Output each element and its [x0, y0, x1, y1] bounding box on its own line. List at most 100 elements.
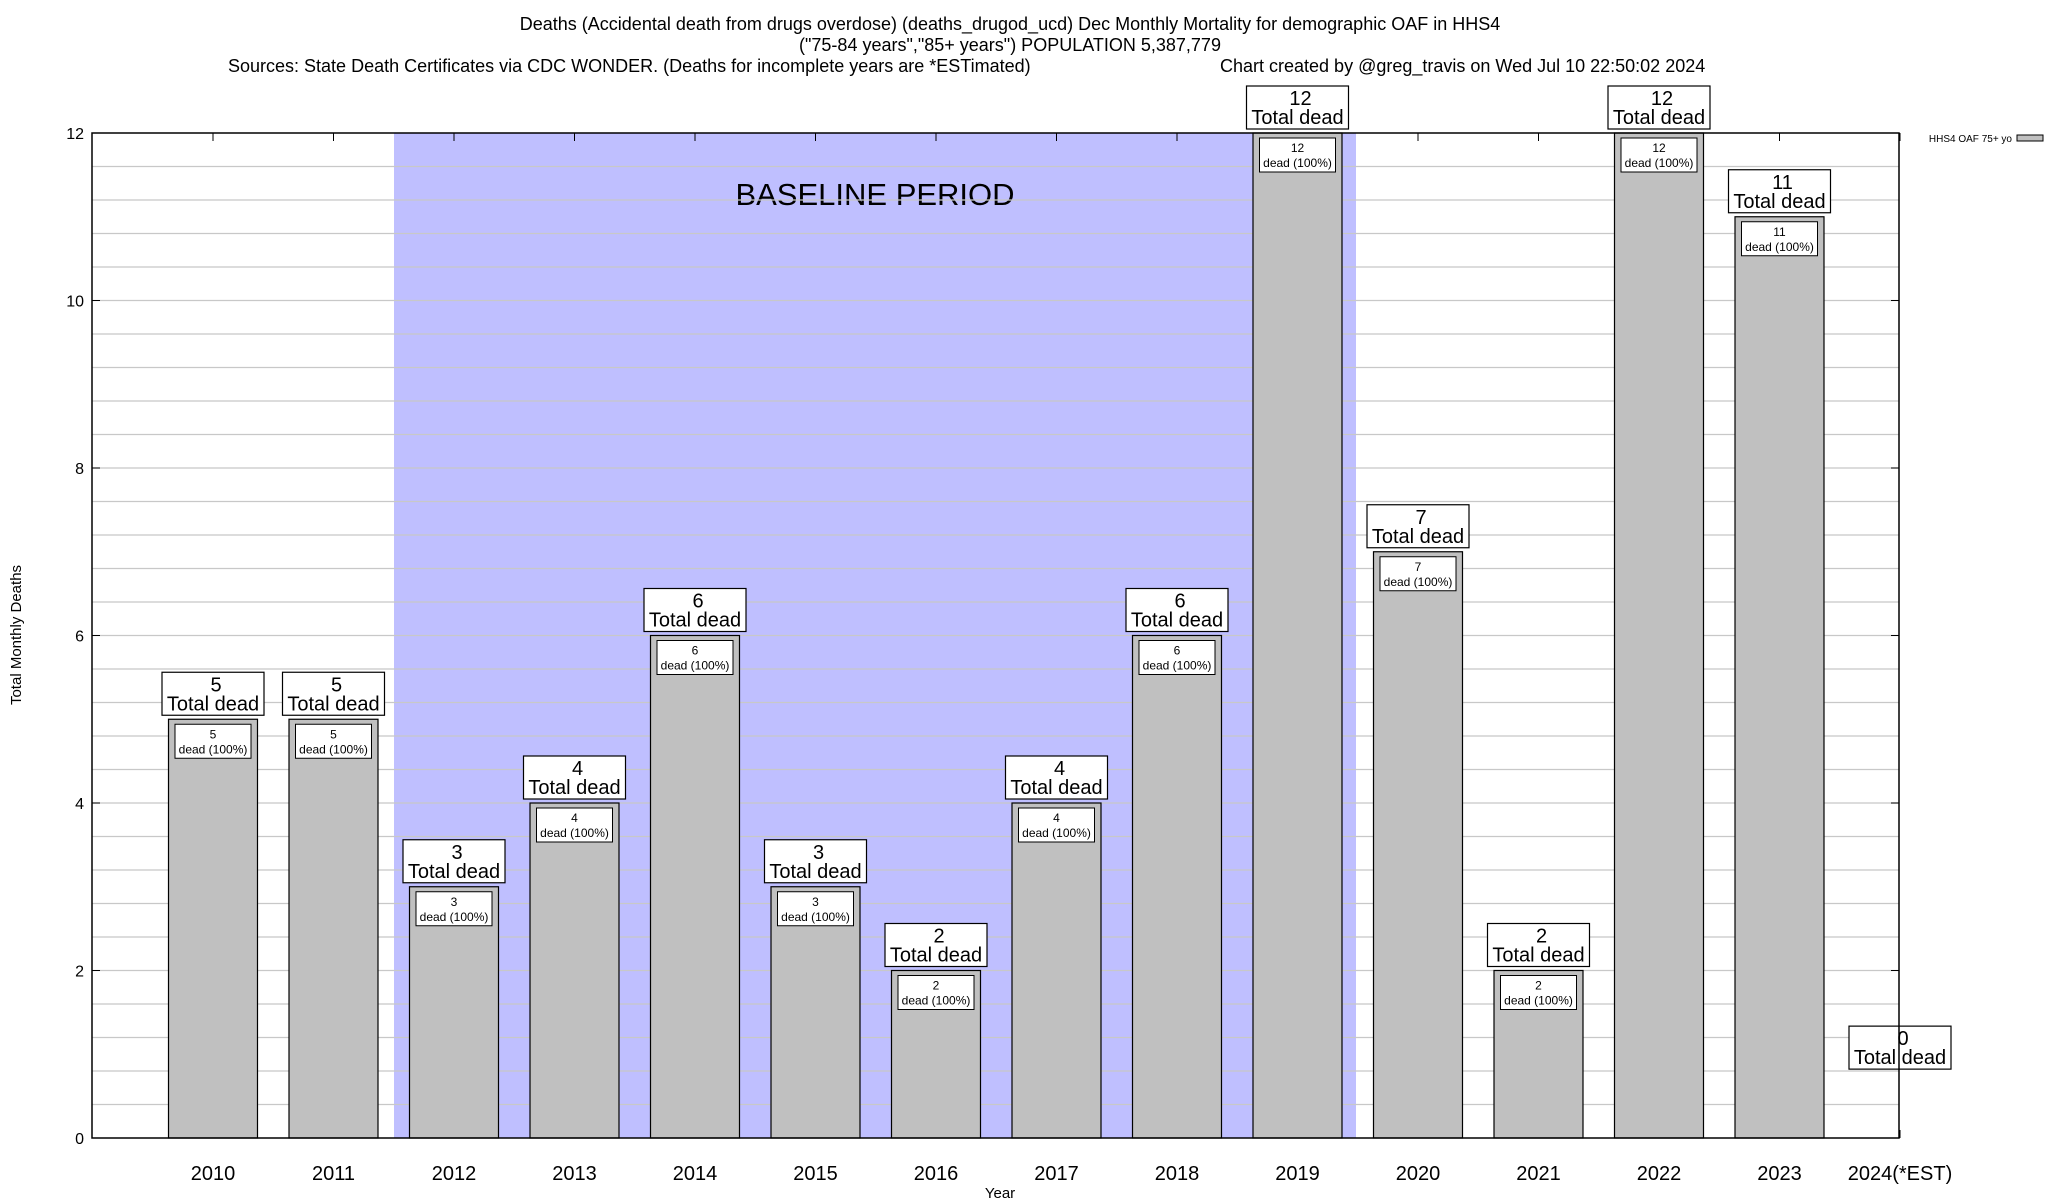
total-label: Total dead	[528, 777, 620, 799]
total-value: 3	[813, 842, 824, 864]
x-tick-label: 2013	[552, 1163, 597, 1185]
total-label: Total dead	[769, 861, 861, 883]
total-value: 2	[933, 926, 944, 948]
x-tick-label: 2016	[914, 1163, 959, 1185]
x-tick-label: 2011	[312, 1163, 355, 1185]
bar-inner-label: dead (100%)	[1504, 994, 1573, 1008]
bar-inner-value: 2	[1535, 979, 1542, 993]
bar	[529, 802, 620, 1139]
total-label-box	[643, 587, 747, 633]
bar-inner-label-box	[1741, 221, 1818, 257]
bar	[1011, 802, 1102, 1139]
bar	[1252, 132, 1343, 1139]
bar	[649, 634, 741, 1139]
total-value: 3	[451, 842, 462, 864]
bar-inner-label-box	[1500, 975, 1577, 1010]
bar	[1372, 551, 1464, 1139]
total-label-box	[1366, 504, 1470, 549]
y-tick-label: 12	[66, 126, 84, 143]
legend-swatch	[2016, 134, 2044, 142]
bar-inner-label: dead (100%)	[661, 659, 730, 673]
total-label: Total dead	[1613, 107, 1705, 129]
y-tick-label: 8	[75, 461, 84, 478]
total-value: 11	[1772, 172, 1793, 194]
x-tick-label: 2015	[793, 1163, 838, 1185]
chart-sources: Sources: State Death Certificates via CD…	[228, 56, 1031, 76]
bar-inner-label-box	[1018, 807, 1095, 843]
y-axis-label: Total Monthly Deaths	[8, 565, 25, 705]
bar-inner-label-box	[1379, 556, 1457, 592]
bar	[167, 718, 259, 1139]
total-value: 4	[1054, 758, 1065, 780]
y-tick-label: 0	[75, 1131, 84, 1148]
total-label: Total dead	[1854, 1047, 1946, 1069]
bar-inner-label-box	[897, 975, 975, 1010]
total-label-box	[1004, 755, 1109, 800]
bar-inner-label: dead (100%)	[1625, 156, 1694, 170]
total-label: Total dead	[1372, 526, 1464, 548]
total-label: Total dead	[649, 610, 741, 632]
bar-inner-value: 4	[571, 811, 578, 825]
bar-inner-label: dead (100%)	[1263, 156, 1332, 170]
total-value: 7	[1415, 507, 1426, 529]
bar	[1734, 216, 1825, 1139]
bar-inner-value: 5	[330, 727, 337, 741]
bar-inner-label: dead (100%)	[1384, 575, 1453, 589]
y-tick-label: 4	[75, 796, 84, 813]
x-tick-label: 2017	[1034, 1163, 1079, 1185]
legend-label: HHS4 OAF 75+ yo	[1929, 134, 2013, 145]
total-label-box	[161, 671, 265, 716]
x-tick-label: 2018	[1155, 1163, 1200, 1185]
total-label-box	[763, 839, 868, 884]
total-label-box	[1607, 85, 1711, 130]
total-label: Total dead	[1251, 107, 1343, 129]
bar-inner-label-box	[536, 807, 613, 843]
total-label-box	[402, 839, 506, 884]
chart-credit: Chart created by @greg_travis on Wed Jul…	[1220, 56, 1705, 77]
total-value: 2	[1536, 926, 1547, 948]
x-tick-label: 2021	[1516, 1163, 1561, 1185]
total-label-box	[281, 671, 386, 716]
bar-inner-label-box	[1620, 137, 1698, 173]
total-label: Total dead	[890, 945, 982, 967]
bar-inner-value: 3	[812, 895, 819, 909]
bar-inner-value: 12	[1652, 141, 1666, 155]
x-axis-label: Year	[985, 1185, 1015, 1200]
total-label-box	[1125, 587, 1229, 633]
x-tick-label: 2014	[673, 1163, 718, 1185]
total-label: Total dead	[287, 693, 379, 715]
total-label-box	[1848, 1025, 1952, 1070]
plot-frame	[91, 132, 1900, 1139]
bar-inner-value: 11	[1773, 225, 1786, 239]
total-label: Total dead	[1492, 945, 1584, 967]
x-tick-label: 2012	[432, 1163, 477, 1185]
total-value: 12	[1289, 88, 1311, 110]
bar	[408, 886, 500, 1139]
x-tick-label: 2024(*EST)	[1848, 1163, 1953, 1185]
total-label: Total dead	[167, 693, 259, 715]
bar-inner-label: dead (100%)	[540, 826, 609, 840]
total-label-box	[884, 922, 988, 968]
bar-inner-value: 2	[933, 979, 940, 993]
bar-inner-value: 6	[692, 644, 699, 658]
bar-inner-label: dead (100%)	[1745, 240, 1814, 254]
bar-inner-label-box	[295, 723, 372, 759]
bar-inner-value: 12	[1291, 141, 1305, 155]
total-label-box	[1486, 922, 1591, 968]
chart-subtitle: ("75-84 years","85+ years") POPULATION 5…	[799, 35, 1221, 55]
total-value: 5	[331, 674, 342, 696]
x-tick-label: 2020	[1396, 1163, 1441, 1185]
bar-inner-label-box	[777, 891, 854, 927]
bar-inner-label: dead (100%)	[781, 910, 850, 924]
total-value: 6	[1174, 591, 1185, 613]
bar-inner-label-box	[174, 723, 252, 759]
bar-inner-label-box	[415, 891, 493, 927]
total-label: Total dead	[408, 861, 500, 883]
total-label: Total dead	[1131, 610, 1223, 632]
total-label-box	[1245, 85, 1350, 130]
total-value: 0	[1897, 1028, 1908, 1050]
x-tick-label: 2019	[1275, 1163, 1320, 1185]
bar-inner-label: dead (100%)	[1143, 659, 1212, 673]
